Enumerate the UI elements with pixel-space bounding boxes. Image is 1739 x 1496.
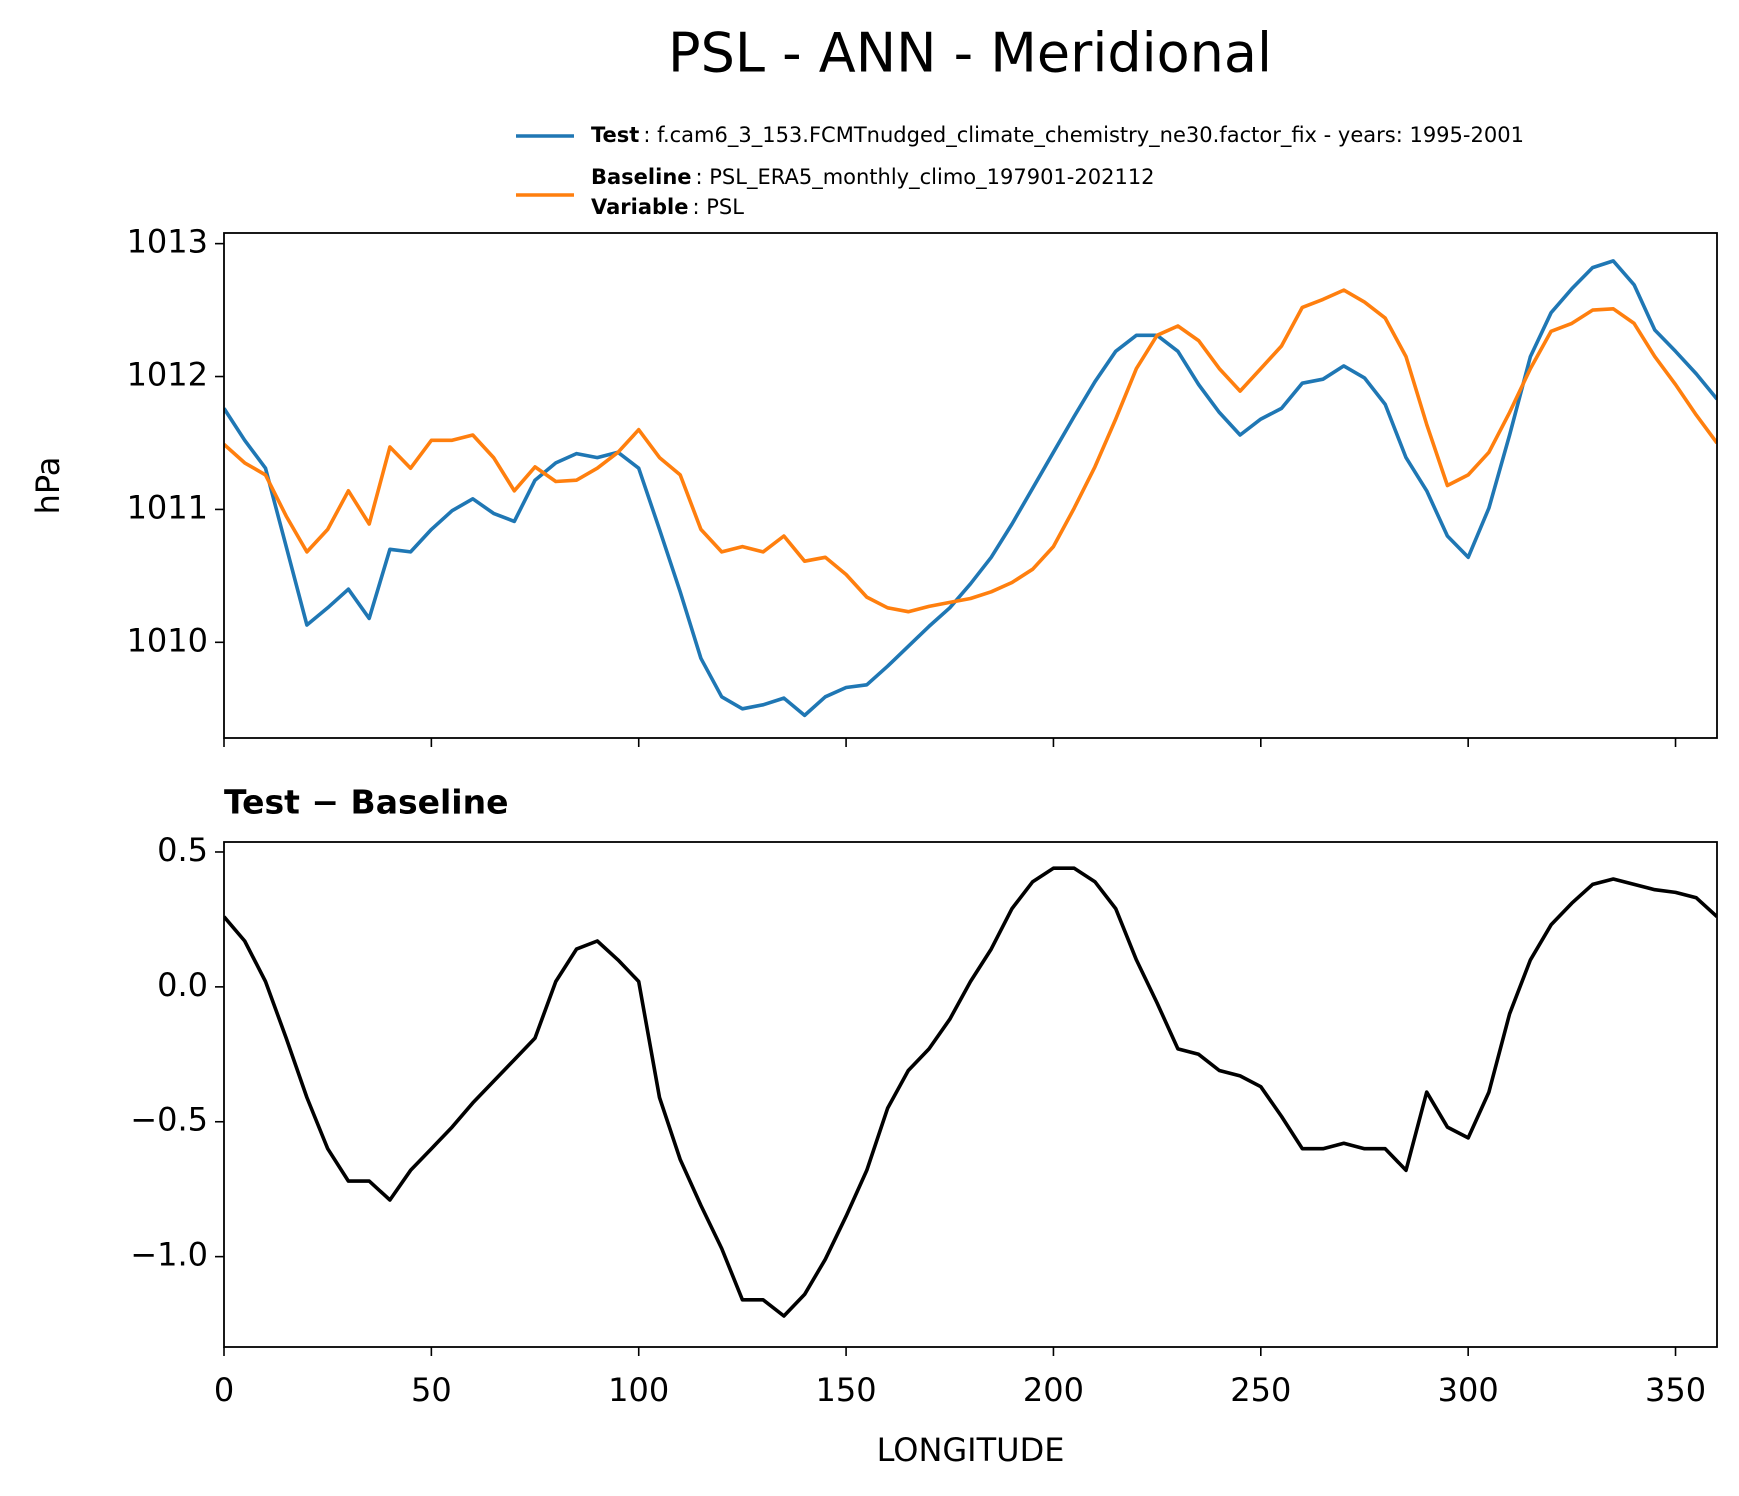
y-tick-label: 0.5 [157,831,208,869]
x-tick-label: 300 [1438,1371,1499,1409]
legend-description: : f.cam6_3_153.FCMTnudged_climate_chemis… [643,123,1524,148]
x-tick-label: 200 [1023,1371,1084,1409]
legend-entry: Variable: PSL [591,195,744,219]
x-tick-label: 100 [608,1371,669,1409]
data-line [224,259,1717,718]
legend-description: : PSL_ERA5_monthly_climo_197901-202112 [696,165,1155,190]
panel-title: Test − Baseline [224,783,509,822]
legend-entry: Test: f.cam6_3_153.FCMTnudged_climate_ch… [591,123,1524,148]
y-tick-label: 1012 [127,356,208,394]
x-axis-label: LONGITUDE [877,1431,1065,1469]
legend-entry: Baseline: PSL_ERA5_monthly_climo_197901-… [591,165,1155,190]
x-tick-label: 150 [816,1371,877,1409]
x-tick-label: 250 [1230,1371,1291,1409]
x-tick-label: 50 [411,1371,452,1409]
axes-frame [223,841,1718,1348]
y-tick-label: 1013 [127,223,208,261]
figure-title: PSL - ANN - Meridional [668,22,1272,85]
legend-name: Variable [591,195,688,219]
legend-name: Baseline [591,165,692,189]
data-line [224,288,1717,614]
y-tick-label: −1.0 [130,1236,208,1274]
legend-description: : PSL [692,195,744,219]
y-tick-label: 1011 [127,488,208,526]
x-tick-label: 0 [214,1371,234,1409]
y-axis-label: hPa [29,457,67,515]
legend-name: Test [591,123,639,147]
y-tick-label: −0.5 [130,1101,208,1139]
data-line [224,866,1717,1318]
axes-frame [223,232,1718,739]
y-tick-label: 0.0 [157,966,208,1004]
x-tick-label: 350 [1645,1371,1706,1409]
y-tick-label: 1010 [127,621,208,659]
